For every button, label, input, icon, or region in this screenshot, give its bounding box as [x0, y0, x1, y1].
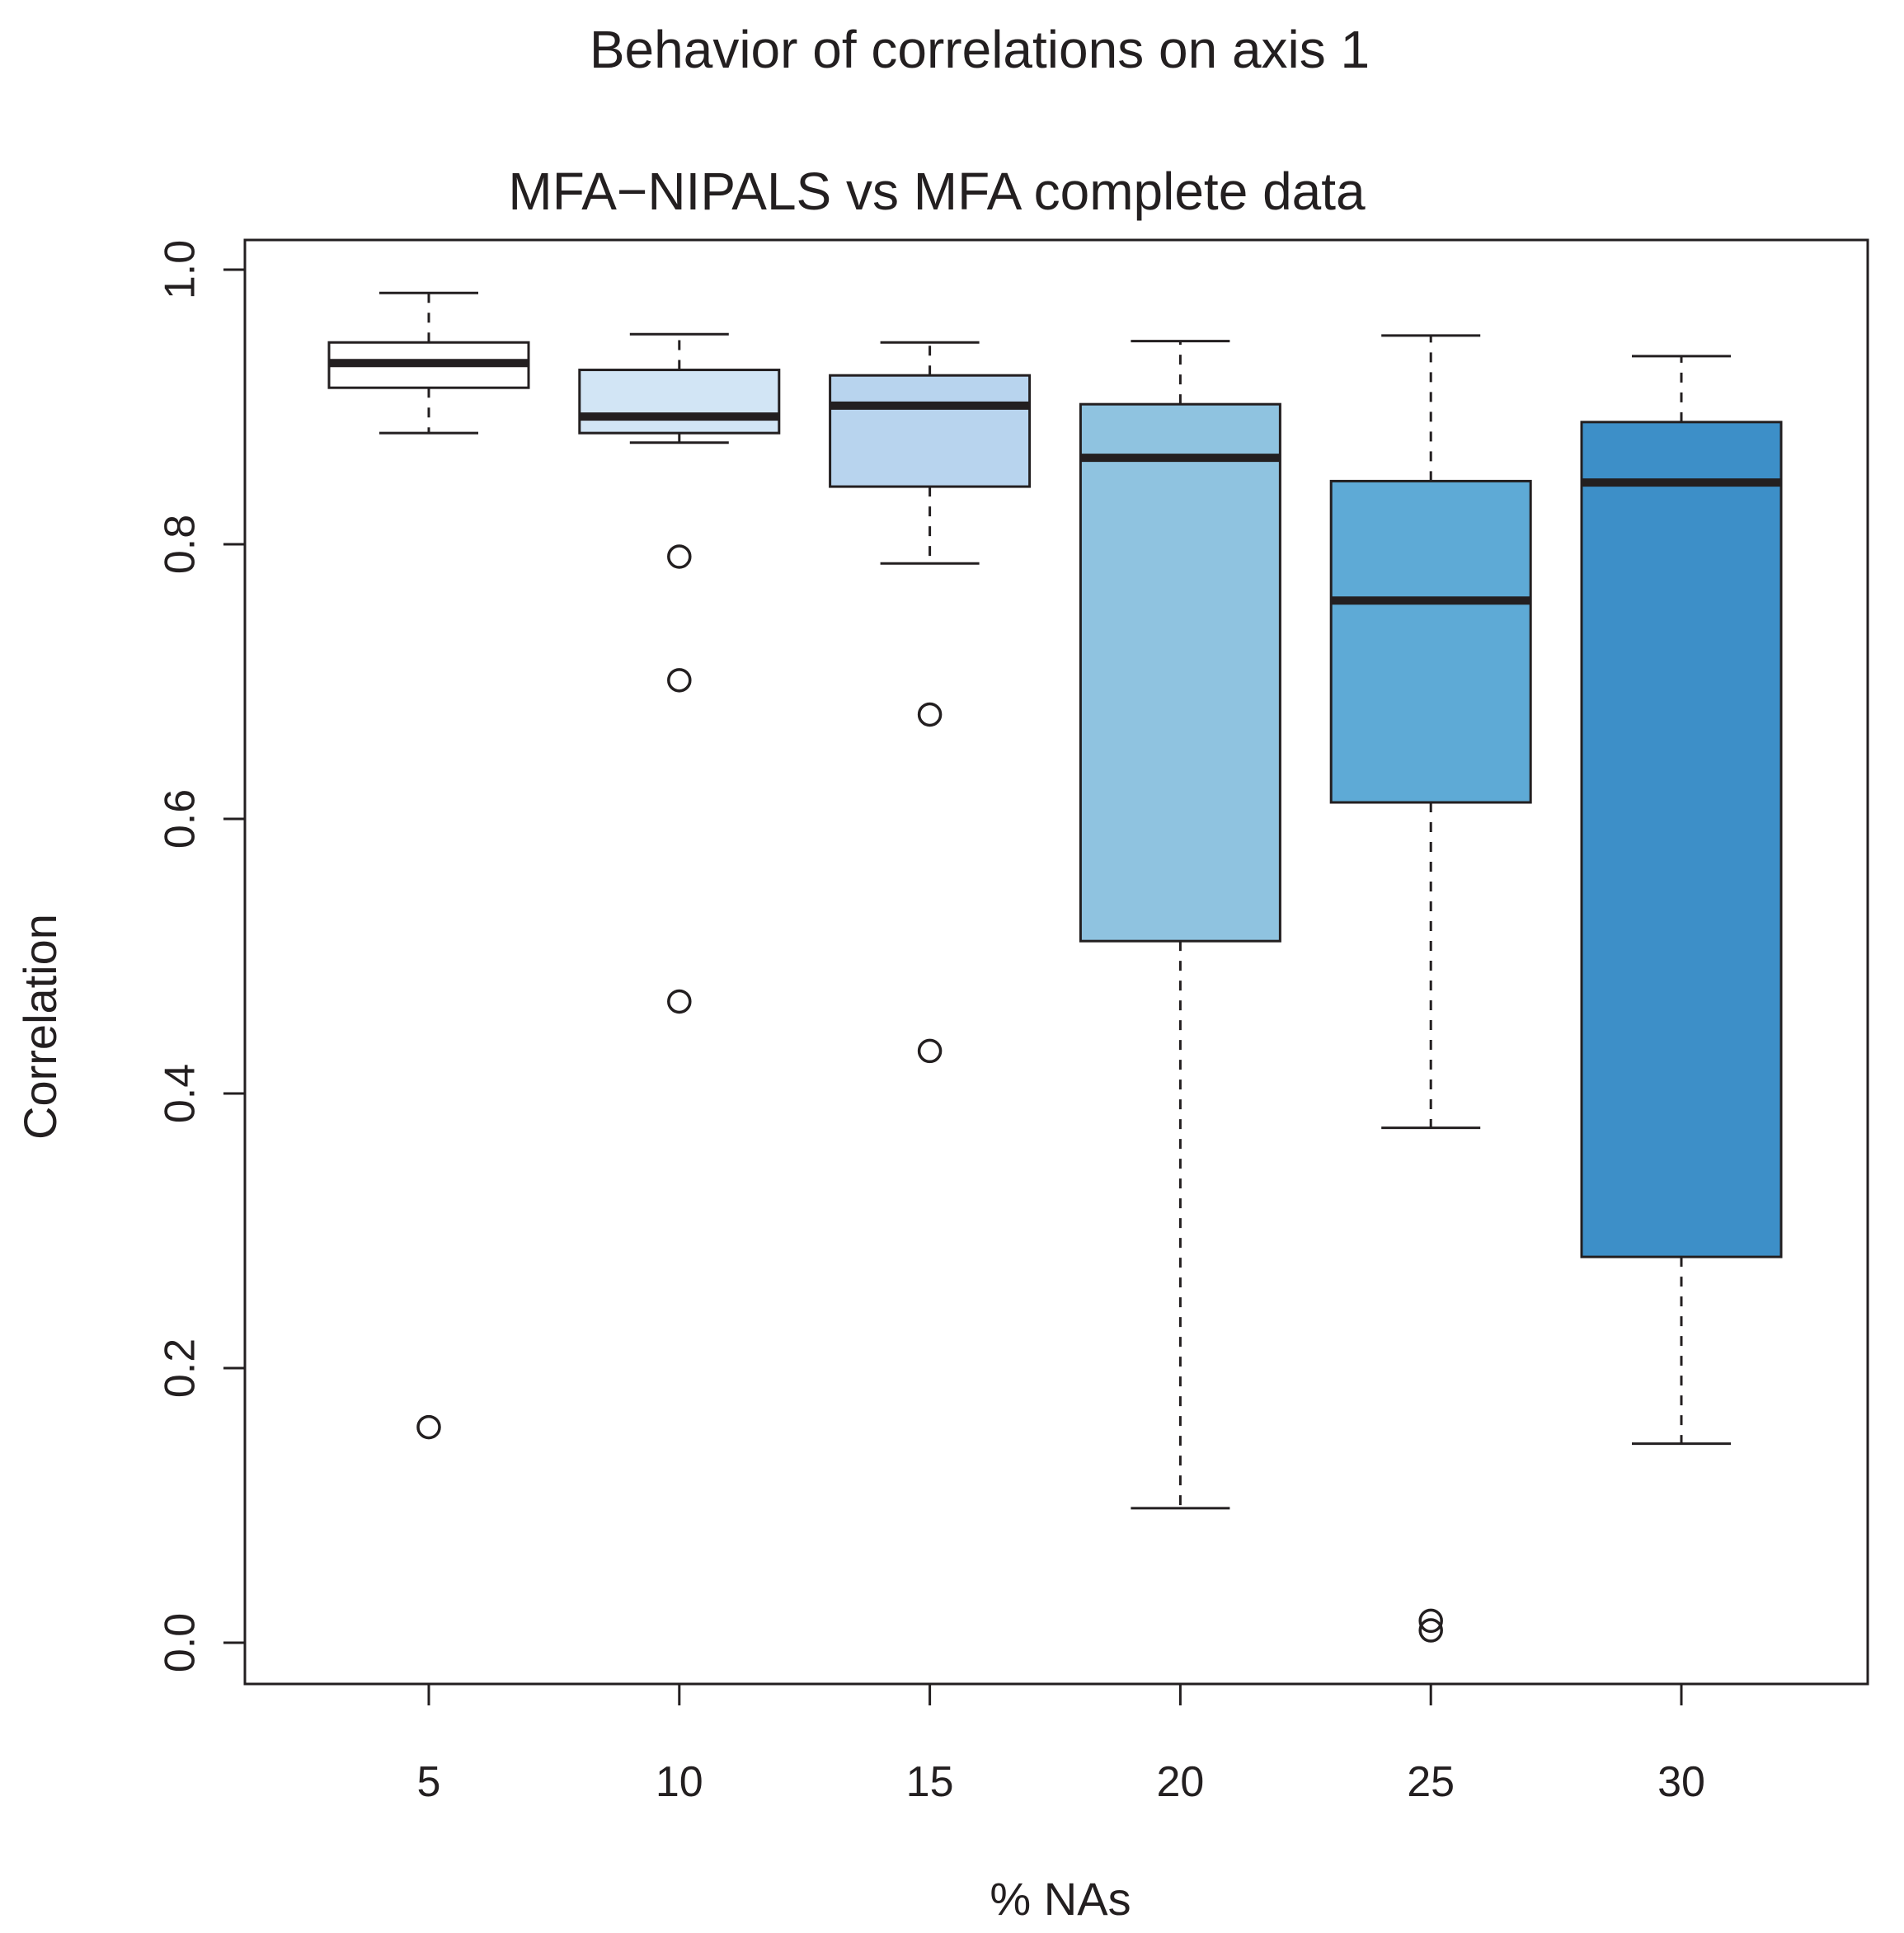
- y-axis: 0.0 0.2 0.4 0.6 0.8 1.0: [157, 240, 247, 1672]
- outlier-point: [1418, 1608, 1443, 1634]
- box-15: [829, 341, 1032, 1064]
- x-tick-label: 5: [417, 1758, 441, 1806]
- box-5: [327, 291, 530, 1440]
- iqr-box: [1580, 421, 1783, 1258]
- boxes-group: [327, 291, 1783, 1643]
- x-axis-label: % NAs: [990, 1873, 1131, 1925]
- outlier-point: [917, 702, 943, 727]
- x-tick-label: 25: [1407, 1758, 1455, 1806]
- iqr-box: [829, 374, 1032, 488]
- iqr-box: [578, 369, 781, 435]
- box-20: [1079, 340, 1281, 1510]
- outlier-point: [667, 668, 692, 693]
- x-tick-label: 15: [906, 1758, 954, 1806]
- outlier-point: [667, 989, 692, 1014]
- y-tick-label: 0.4: [157, 1064, 205, 1123]
- chart-subtitle: MFA−NIPALS vs MFA complete data: [508, 162, 1366, 221]
- x-tick-label: 20: [1156, 1758, 1204, 1806]
- box-10: [578, 332, 781, 1014]
- y-tick-label: 0.6: [157, 789, 205, 849]
- y-tick-label: 0.2: [157, 1338, 205, 1398]
- outlier-point: [1418, 1618, 1443, 1643]
- box-30: [1580, 355, 1783, 1446]
- x-tick-label: 30: [1657, 1758, 1705, 1806]
- iqr-box: [1329, 479, 1532, 804]
- x-tick-label: 10: [656, 1758, 703, 1806]
- x-axis: 5 10 15 20 25 30: [417, 1682, 1705, 1806]
- outlier-point: [416, 1414, 441, 1440]
- box-25: [1329, 334, 1532, 1643]
- outlier-point: [917, 1038, 943, 1064]
- iqr-box: [1079, 402, 1281, 943]
- y-tick-label: 1.0: [157, 240, 205, 299]
- y-tick-label: 0.0: [157, 1613, 205, 1672]
- y-tick-label: 0.8: [157, 515, 205, 574]
- y-axis-label: Correlation: [14, 914, 66, 1140]
- outlier-point: [667, 544, 692, 569]
- chart-title: Behavior of correlations on axis 1: [590, 20, 1370, 79]
